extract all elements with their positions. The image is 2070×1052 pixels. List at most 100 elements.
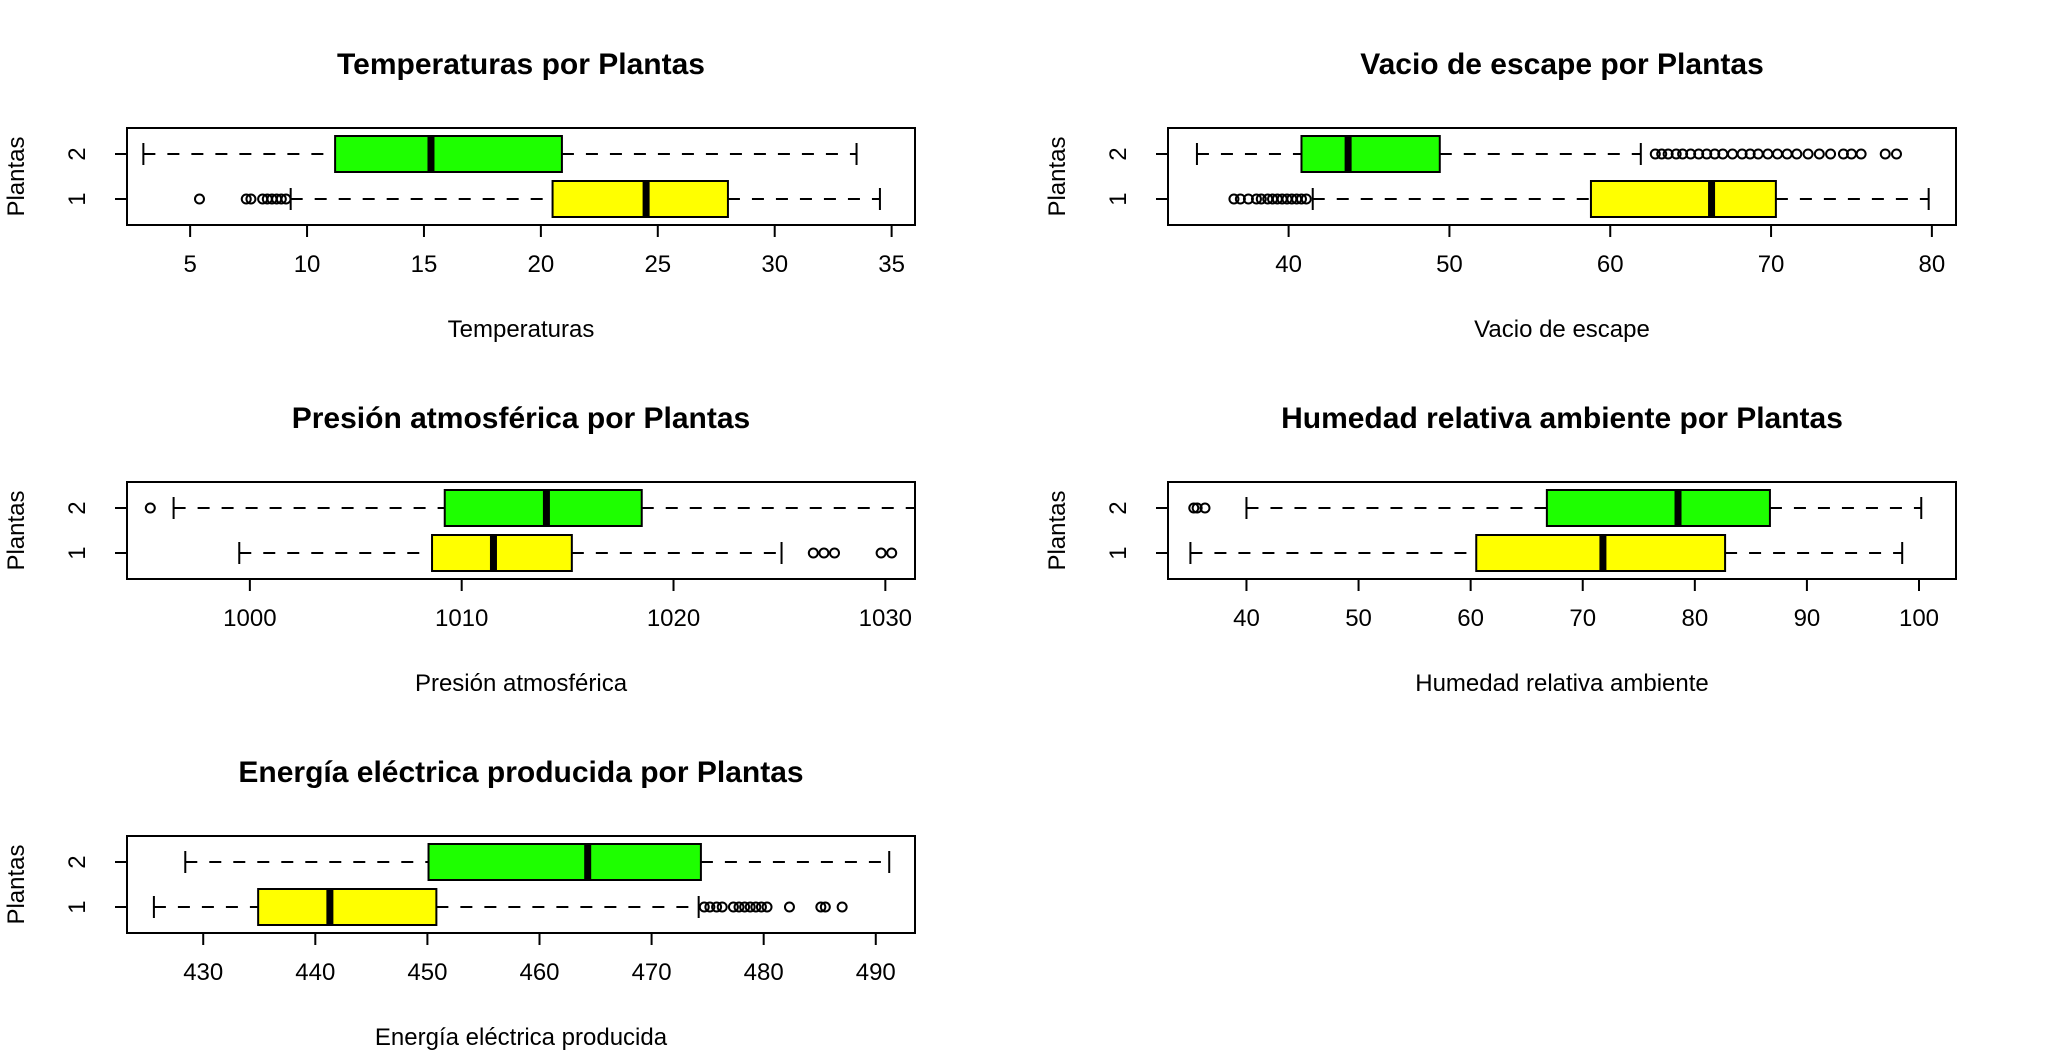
y-tick-label: 1 <box>64 192 91 205</box>
box-series-1 <box>1189 534 1904 572</box>
outlier-point <box>245 193 257 205</box>
x-tick-label: 50 <box>1345 605 1372 632</box>
y-tick-label: 2 <box>1105 147 1132 160</box>
x-axis: 40 50 60 70 80 90 100 <box>1233 578 1939 632</box>
box-series-2 <box>1195 135 1902 173</box>
y-tick-label: 2 <box>64 147 91 160</box>
outlier-point <box>875 547 887 559</box>
y-axis: 12 <box>1105 147 1169 206</box>
x-tick-label: 20 <box>528 251 555 278</box>
x-axis-label: Humedad relativa ambiente <box>1415 670 1709 697</box>
outlier-point <box>1781 148 1793 160</box>
iqr-box <box>431 534 573 572</box>
outlier-point <box>1825 148 1837 160</box>
x-tick-label: 450 <box>407 959 447 986</box>
box-series-1 <box>238 534 898 572</box>
box-series-2 <box>144 489 916 527</box>
y-tick-label: 2 <box>64 855 91 868</box>
x-tick-label: 5 <box>183 251 196 278</box>
x-axis: 1000 1010 1020 1030 <box>223 578 912 632</box>
x-tick-label: 70 <box>1758 251 1785 278</box>
y-axis-label: Plantas <box>3 490 30 570</box>
outlier-point <box>819 901 831 913</box>
x-tick-label: 70 <box>1569 605 1596 632</box>
x-tick-label: 60 <box>1597 251 1624 278</box>
iqr-box <box>427 843 702 881</box>
x-tick-label: 30 <box>761 251 788 278</box>
outlier-point <box>193 193 205 205</box>
outlier-point <box>280 193 292 205</box>
chart-panel-5: Energía eléctrica producida por Plantas 4… <box>3 756 916 1051</box>
x-tick-label: 50 <box>1436 251 1463 278</box>
outlier-point <box>1295 193 1307 205</box>
outlier-point <box>1726 148 1738 160</box>
x-tick-label: 90 <box>1794 605 1821 632</box>
x-tick-label: 1020 <box>647 605 700 632</box>
x-axis-label: Vacio de escape <box>1474 316 1650 343</box>
outlier-point <box>755 901 767 913</box>
y-axis-label: Plantas <box>1044 490 1071 570</box>
box-series-2 <box>142 135 858 173</box>
chart-panel-1: Temperaturas por Plantas 5 10 15 20 25 30 35 Tem… <box>3 48 916 343</box>
y-axis-label: Plantas <box>3 844 30 924</box>
x-tick-label: 80 <box>1919 251 1946 278</box>
outlier-point <box>144 502 156 514</box>
outlier-point <box>704 901 716 913</box>
y-axis-label: Plantas <box>3 136 30 216</box>
x-tick-label: 460 <box>519 959 559 986</box>
x-tick-label: 10 <box>294 251 321 278</box>
outlier-point <box>716 901 728 913</box>
plot-frame <box>1167 127 1957 226</box>
outlier-point <box>1879 148 1891 160</box>
outlier-point <box>1255 193 1267 205</box>
outlier-point <box>750 901 762 913</box>
outlier-point <box>818 547 830 559</box>
outlier-point <box>1771 148 1783 160</box>
chart-title: Temperaturas por Plantas <box>337 48 705 81</box>
outlier-point <box>711 901 723 913</box>
outlier-point <box>815 901 827 913</box>
x-tick-label: 80 <box>1681 605 1708 632</box>
outlier-point <box>744 901 756 913</box>
outlier-point <box>783 901 795 913</box>
outlier-point <box>886 547 898 559</box>
x-axis: 430 440 450 460 470 480 490 <box>183 932 896 986</box>
box-series-2 <box>1188 489 1923 527</box>
y-tick-label: 1 <box>64 546 91 559</box>
x-tick-label: 490 <box>856 959 896 986</box>
chart-title: Presión atmosférica por Plantas <box>292 402 751 435</box>
outlier-point <box>836 901 848 913</box>
x-axis: 40 50 60 70 80 <box>1275 224 1946 278</box>
outlier-point <box>1813 148 1825 160</box>
outlier-point <box>1188 502 1200 514</box>
x-tick-label: 440 <box>295 959 335 986</box>
x-axis-label: Energía eléctrica producida <box>375 1024 668 1051</box>
outlier-point <box>1228 193 1240 205</box>
x-axis-label: Temperaturas <box>448 316 595 343</box>
box-series-2 <box>184 843 891 881</box>
x-tick-label: 1010 <box>435 605 488 632</box>
outlier-point <box>739 901 751 913</box>
outlier-point <box>275 193 287 205</box>
x-tick-label: 25 <box>644 251 671 278</box>
outlier-point <box>1199 502 1211 514</box>
y-axis: 12 <box>64 147 128 206</box>
iqr-box <box>1300 135 1441 173</box>
outlier-point <box>240 193 252 205</box>
chart-title: Energía eléctrica producida por Plantas <box>238 756 803 789</box>
box-series-1 <box>152 888 848 926</box>
chart-title: Humedad relativa ambiente por Plantas <box>1281 402 1843 435</box>
y-tick-label: 2 <box>1105 501 1132 514</box>
outlier-point <box>727 901 739 913</box>
outlier-point <box>1802 148 1814 160</box>
x-tick-label: 1030 <box>859 605 912 632</box>
iqr-box <box>257 888 438 926</box>
x-tick-label: 430 <box>183 959 223 986</box>
x-tick-label: 470 <box>632 959 672 986</box>
x-axis-label: Presión atmosférica <box>415 670 628 697</box>
y-tick-label: 1 <box>1105 546 1132 559</box>
outlier-point <box>1300 193 1312 205</box>
outlier-point <box>1670 148 1682 160</box>
x-tick-label: 100 <box>1899 605 1939 632</box>
